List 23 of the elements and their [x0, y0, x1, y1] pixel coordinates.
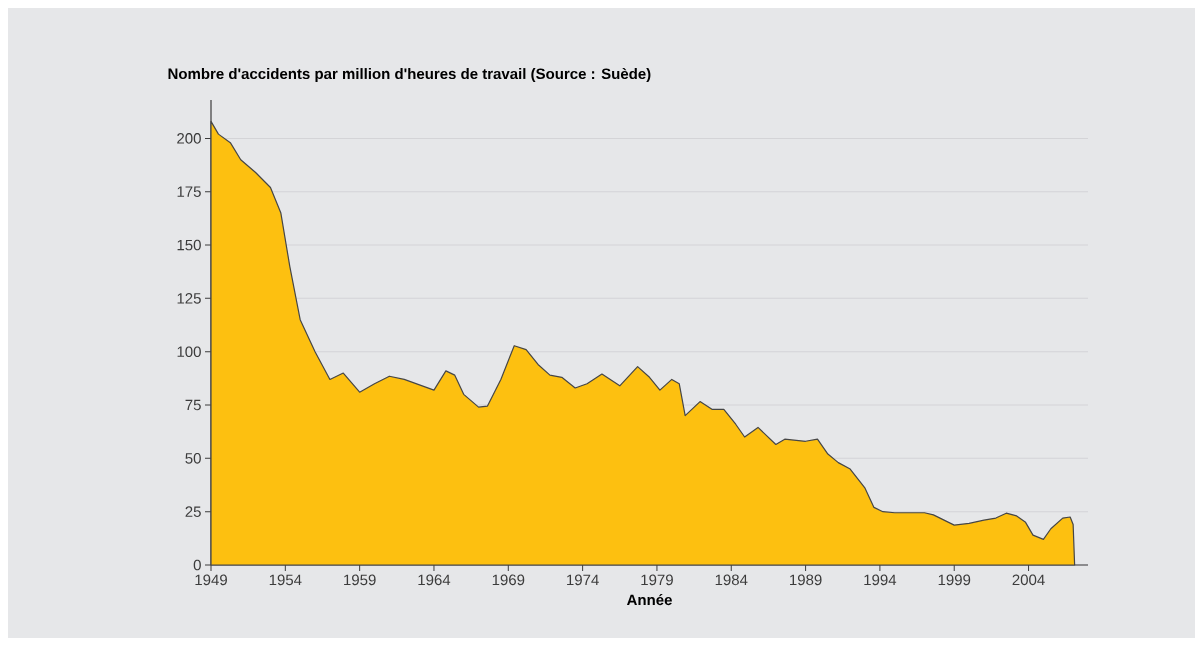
x-tick-label: 1954 — [269, 574, 302, 586]
x-tick-label: 1989 — [790, 574, 822, 586]
x-tick-label: 1999 — [938, 574, 971, 586]
x-tick-label: 1979 — [641, 574, 673, 586]
x-tick-label: 1974 — [567, 574, 599, 586]
y-tick-label: 200 — [177, 133, 201, 144]
x-axis-title: Année — [626, 594, 672, 606]
y-tick-label: 25 — [185, 506, 201, 517]
x-tick-label: 1964 — [418, 574, 451, 586]
x-tick-label: 2004 — [1012, 574, 1045, 586]
y-tick-label: 125 — [177, 293, 201, 304]
y-tick-label: 100 — [177, 346, 201, 357]
y-tick-label: 175 — [177, 186, 201, 197]
x-tick-label: 1969 — [492, 574, 525, 586]
y-tick-label: 50 — [185, 453, 201, 464]
y-tick-label: 75 — [185, 399, 201, 411]
y-tick-label: 150 — [177, 239, 201, 251]
x-tick-label: 1959 — [344, 574, 376, 586]
y-tick-label: 0 — [193, 559, 201, 571]
x-tick-label: 1949 — [195, 574, 227, 586]
x-tick-label: 1984 — [715, 574, 748, 586]
chart-title: Nombre d'accidents par million d'heures de travail (Source : Suède) — [168, 67, 651, 83]
x-tick-label: 1994 — [864, 574, 897, 586]
